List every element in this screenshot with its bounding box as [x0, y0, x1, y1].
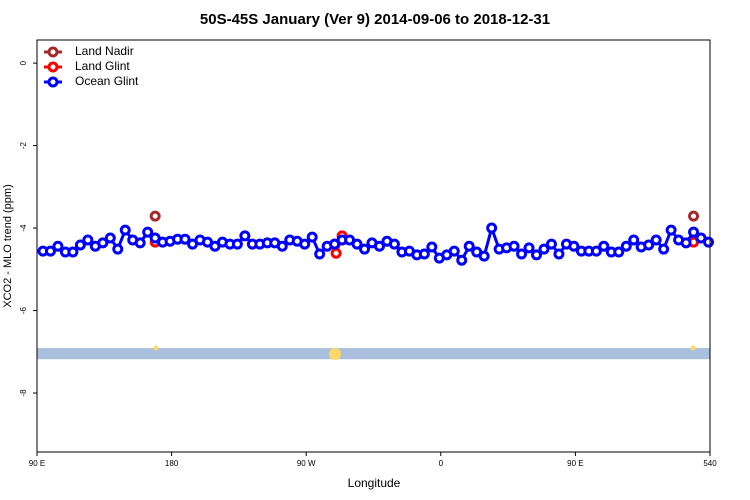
flag-markers [153, 345, 696, 360]
x-tick-label: 90 W [297, 459, 316, 468]
point [351, 238, 363, 250]
point [463, 240, 475, 252]
point [373, 240, 385, 252]
point [359, 243, 371, 255]
point [665, 224, 677, 236]
point [620, 240, 632, 252]
flag-marker [690, 345, 696, 351]
point [456, 254, 468, 266]
point [104, 232, 116, 244]
point [97, 237, 109, 249]
point [388, 238, 400, 250]
point [478, 250, 490, 262]
point [276, 240, 288, 252]
legend-label: Ocean Glint [75, 74, 139, 88]
flag-marker [329, 348, 341, 360]
point [598, 240, 610, 252]
point [590, 245, 602, 257]
legend-marker [47, 61, 59, 73]
point [426, 241, 438, 253]
point [658, 243, 670, 255]
y-axis-label: XCO2 - MLO trend (ppm) [2, 184, 14, 307]
point [82, 234, 94, 246]
point [74, 239, 86, 251]
point [680, 237, 692, 249]
point [613, 246, 625, 258]
band [37, 348, 710, 360]
point [553, 248, 565, 260]
point [67, 246, 79, 258]
point [119, 224, 131, 236]
point [149, 210, 161, 222]
y-tick-label: -4 [19, 224, 28, 232]
x-tick-label: 90 E [567, 459, 583, 468]
point [314, 248, 326, 260]
x-tick-label: 0 [439, 459, 444, 468]
x-tick-label: 540 [703, 459, 717, 468]
point [52, 240, 64, 252]
chart-title: 50S-45S January (Ver 9) 2014-09-06 to 20… [200, 11, 550, 28]
point [112, 243, 124, 255]
x-tick-label: 180 [165, 459, 179, 468]
point [628, 234, 640, 246]
point [523, 242, 535, 254]
y-tick-label: -6 [19, 306, 28, 314]
point [545, 238, 557, 250]
point [448, 245, 460, 257]
plot-area [37, 210, 715, 360]
point [538, 243, 550, 255]
legend-marker [47, 76, 59, 88]
point [531, 249, 543, 261]
y-tick-label: -8 [19, 389, 28, 397]
x-tick-label: 90 E [29, 459, 45, 468]
point [142, 226, 154, 238]
y-tick-label: 0 [19, 60, 28, 65]
point [306, 231, 318, 243]
point [134, 237, 146, 249]
point [643, 239, 655, 251]
flag-marker [153, 345, 159, 351]
point [688, 210, 700, 222]
legend-label: Land Nadir [75, 44, 134, 58]
legend-label: Land Glint [75, 59, 130, 73]
legend-marker [47, 46, 59, 58]
plot-frame [36, 39, 711, 453]
point [418, 248, 430, 260]
point [44, 245, 56, 257]
point [239, 230, 251, 242]
point [650, 234, 662, 246]
x-axis-label: Longitude [348, 476, 401, 490]
point [703, 236, 715, 248]
point [486, 222, 498, 234]
point [568, 240, 580, 252]
point [688, 226, 700, 238]
point [299, 238, 311, 250]
point [330, 247, 342, 259]
point [179, 233, 191, 245]
point [516, 248, 528, 260]
point [231, 238, 243, 250]
point [508, 240, 520, 252]
y-tick-label: -2 [19, 141, 28, 149]
